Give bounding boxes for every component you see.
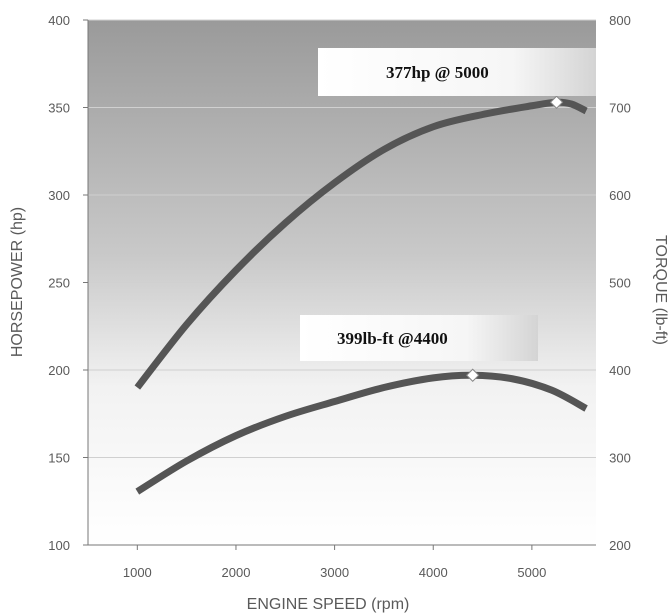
left-tick-label: 250 — [48, 276, 70, 291]
x-tick-label: 5000 — [517, 565, 546, 580]
grid-lines — [88, 19, 596, 458]
right-axis-ticks: 200 300 400 500 600 700 800 — [609, 13, 631, 553]
x-axis-ticks: 1000 2000 3000 4000 5000 — [123, 545, 546, 580]
right-axis-title: TORQUE (lb-ft) — [652, 235, 669, 345]
left-tick-label: 400 — [48, 13, 70, 28]
torque-annotation: 399lb-ft @4400 — [300, 315, 538, 361]
left-tick-label: 200 — [48, 363, 70, 378]
left-tick-label: 300 — [48, 188, 70, 203]
right-tick-label: 300 — [609, 451, 631, 466]
left-axis-ticks: 100 150 200 250 300 350 400 — [48, 13, 88, 553]
x-axis-title: ENGINE SPEED (rpm) — [247, 596, 410, 613]
series-group — [134, 95, 588, 495]
left-tick-label: 150 — [48, 451, 70, 466]
x-tick-label: 4000 — [419, 565, 448, 580]
right-tick-label: 800 — [609, 13, 631, 28]
torque-peak-label: 399lb-ft @4400 — [337, 329, 448, 348]
torque-curve — [135, 371, 588, 495]
x-tick-label: 3000 — [320, 565, 349, 580]
right-tick-label: 500 — [609, 276, 631, 291]
left-axis-title: HORSEPOWER (hp) — [9, 207, 26, 357]
horsepower-annotation-box — [318, 48, 596, 96]
right-tick-label: 200 — [609, 538, 631, 553]
left-tick-label: 350 — [48, 101, 70, 116]
right-tick-label: 600 — [609, 188, 631, 203]
x-tick-label: 2000 — [222, 565, 251, 580]
horsepower-peak-label: 377hp @ 5000 — [386, 63, 489, 82]
torque-annotation-box — [300, 315, 538, 361]
right-tick-label: 400 — [609, 363, 631, 378]
horsepower-annotation: 377hp @ 5000 — [318, 48, 596, 96]
horsepower-peak-marker — [549, 95, 564, 109]
x-tick-label: 1000 — [123, 565, 152, 580]
torque-peak-marker — [465, 368, 480, 382]
left-tick-label: 100 — [48, 538, 70, 553]
right-tick-label: 700 — [609, 101, 631, 116]
